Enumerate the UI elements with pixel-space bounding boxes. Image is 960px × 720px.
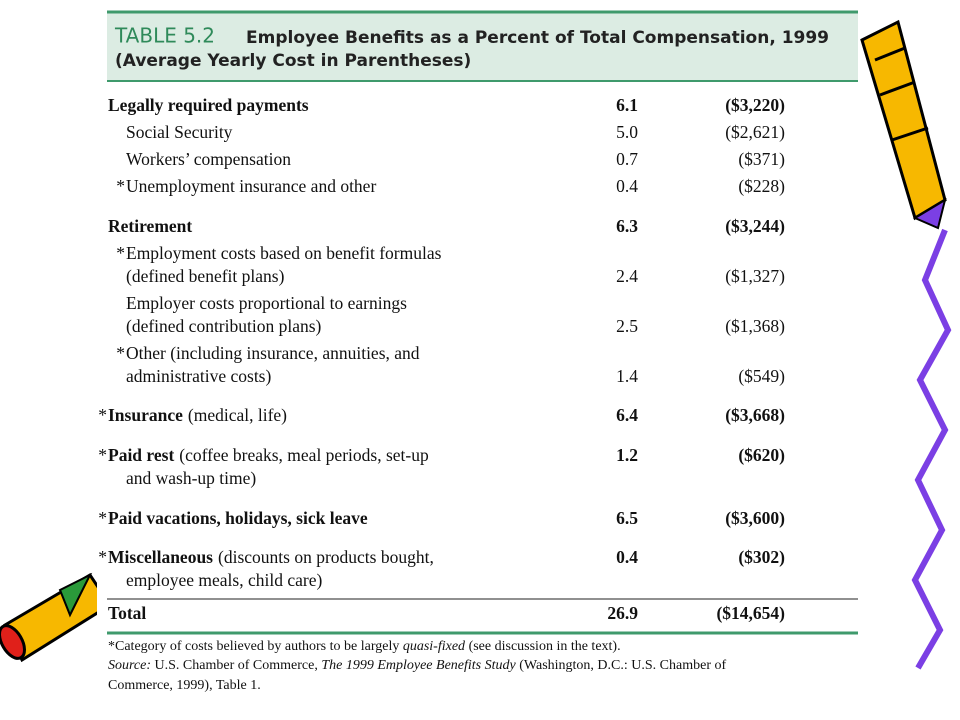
row-text: Workers’ compensation [126,149,291,169]
row-label: Retirement [108,216,192,236]
table-label: TABLE 5.2 [114,24,215,48]
row-text: Employer costs proportional to earnings [126,293,407,313]
row-title: Retirement [108,216,192,236]
cost: ($228) [738,176,785,196]
row-label: Paid vacations, holidays, sick leave [108,508,368,528]
row-text: Social Security [126,122,233,142]
row-label: Other (including insurance, annuities, a… [126,343,420,363]
cost: ($371) [738,149,785,169]
row-text: Employment costs based on benefit formul… [126,243,442,263]
row-title: Miscellaneous [108,547,213,567]
row-label: Workers’ compensation [126,149,291,169]
row-label: Social Security [126,122,233,142]
percent: 2.5 [616,316,638,336]
cost: ($3,220) [725,95,785,115]
row-label: Unemployment insurance and other [126,176,376,196]
footnote-text: Commerce, 1999), Table 1. [108,678,261,693]
table-body: Legally required payments 6.1 ($3,220) Soci… [98,95,785,623]
footnote-marker: * [116,243,125,263]
table-panel [97,0,858,720]
row-label: Legally required payments [108,95,309,115]
cost: ($620) [738,445,785,465]
row-label: Insurance (medical, life) [108,405,287,425]
footnote-text: (Washington, D.C.: U.S. Chamber of [516,658,727,673]
cost: ($1,327) [725,266,785,286]
row-text: (defined benefit plans) [126,266,285,286]
row-title: Legally required payments [108,95,309,115]
footnote-text: The 1999 Employee Benefits Study [321,658,516,673]
footnote-text: quasi-fixed [403,639,466,654]
header-band [107,12,858,80]
footnote-text: *Category of costs believed by authors t… [108,639,403,654]
footnote-text: U.S. Chamber of Commerce, [151,658,321,673]
row-title: Paid rest [108,445,174,465]
footnote-marker: * [98,547,107,567]
cost: ($302) [738,547,785,567]
cost: ($3,244) [725,216,785,236]
cost: ($3,600) [725,508,785,528]
pencil-right [860,19,947,230]
cost: ($14,654) [716,603,785,623]
row-label: Paid rest (coffee breaks, meal periods, s… [108,445,429,465]
percent: 0.4 [616,176,638,196]
row-label: Employer costs proportional to earnings [126,293,407,313]
percent: 6.3 [616,216,638,236]
row-text: (coffee breaks, meal periods, set-up [179,445,429,465]
percent: 0.7 [616,149,638,169]
percent: 26.9 [607,603,638,623]
table-subtitle: (Average Yearly Cost in Parentheses) [115,51,471,71]
row-text: Other (including insurance, annuities, a… [126,343,420,363]
footnote-line: Commerce, 1999), Table 1. [108,678,261,693]
percent: 6.5 [616,508,638,528]
footnote-text: (see discussion in the text). [465,639,621,654]
row-label: Total [108,603,146,623]
percent: 1.4 [616,366,638,386]
table-title: Employee Benefits as a Percent of Total … [246,28,829,48]
footnote-marker: * [116,343,125,363]
footnote-marker: * [116,176,125,196]
footnotes: *Category of costs believed by authors t… [108,639,726,693]
footnote-text: Source: [108,658,151,673]
row-title: Paid vacations, holidays, sick leave [108,508,368,528]
row-text: (defined contribution plans) [126,316,322,336]
row-label: Miscellaneous (discounts on products boug… [108,547,434,567]
cost: ($2,621) [725,122,785,142]
row-text: (medical, life) [188,405,287,425]
percent: 6.4 [616,405,638,425]
row-text: Unemployment insurance and other [126,176,376,196]
row-label: Employment costs based on benefit formul… [126,243,442,263]
cost: ($549) [738,366,785,386]
row-text: (discounts on products bought, [218,547,434,567]
cost: ($1,368) [725,316,785,336]
squiggle [911,228,952,670]
footnote-marker: * [98,508,107,528]
percent: 6.1 [616,95,638,115]
percent: 1.2 [616,445,638,465]
percent: 0.4 [616,547,638,567]
footnote-line: *Category of costs believed by authors t… [108,639,621,654]
percent: 2.4 [616,266,638,286]
footnote-marker: * [98,445,107,465]
row-title: Total [108,603,146,623]
row-title: Insurance [108,405,183,425]
percent: 5.0 [616,122,638,142]
footnote-line: Source: U.S. Chamber of Commerce, The 19… [108,658,726,673]
footnote-marker: * [98,405,107,425]
row-text: administrative costs) [126,366,271,386]
row-text: and wash-up time) [126,468,256,488]
row-text: employee meals, child care) [126,570,322,590]
cost: ($3,668) [725,405,785,425]
